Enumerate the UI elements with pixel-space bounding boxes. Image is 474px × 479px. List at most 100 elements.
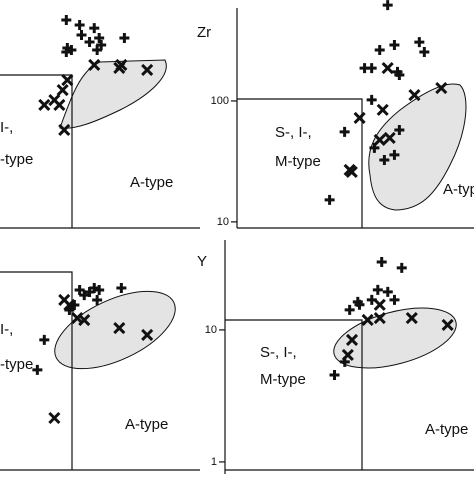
plus-marker (394, 125, 405, 136)
y-axis-label: Zr (197, 24, 211, 41)
plus-marker (84, 37, 95, 48)
plus-marker (89, 23, 100, 34)
cross-marker (141, 63, 154, 77)
series (324, 0, 430, 205)
series (341, 298, 454, 361)
cross-marker (56, 83, 69, 97)
plus-marker (372, 284, 383, 295)
plus-marker (379, 154, 390, 165)
plus-marker (92, 45, 103, 56)
field-label: -type (0, 356, 33, 373)
plus-marker (339, 126, 350, 137)
plus-marker (79, 290, 90, 301)
field-label: A-type (125, 416, 168, 433)
plus-marker (94, 284, 105, 295)
plus-marker (389, 40, 400, 51)
cross-marker (113, 321, 126, 335)
plus-marker (382, 0, 393, 11)
plus-marker (366, 94, 377, 105)
plus-marker (382, 286, 393, 297)
plus-marker (329, 369, 340, 380)
plus-marker (376, 257, 387, 268)
cross-marker (373, 298, 386, 311)
plus-marker (394, 69, 405, 80)
cross-marker (383, 131, 396, 144)
plus-marker (94, 33, 105, 44)
cross-marker (61, 73, 74, 87)
y-tick-label: 10 (205, 324, 217, 336)
cross-marker (441, 318, 454, 332)
plus-marker (74, 284, 85, 295)
field-label: -type (0, 151, 33, 168)
field-label: S-, I-, (260, 344, 297, 361)
plus-marker (66, 45, 77, 56)
series (32, 283, 127, 375)
cross-marker (115, 58, 128, 71)
field-label: A-type (443, 181, 474, 198)
plus-marker (74, 20, 85, 31)
axes (0, 8, 474, 474)
field-label: I-, (0, 119, 13, 136)
plus-marker (366, 63, 377, 74)
series (38, 58, 154, 136)
cross-marker (376, 103, 389, 116)
cross-marker (53, 98, 66, 111)
field-label: S-, I-, (275, 124, 312, 141)
cross-marker (405, 311, 418, 325)
cross-marker (345, 165, 358, 178)
cross-marker (141, 328, 154, 342)
plus-marker (414, 37, 425, 48)
plus-marker (396, 262, 407, 273)
plus-marker (389, 149, 400, 160)
plus-marker (119, 33, 130, 44)
series (48, 293, 154, 425)
boundary-line (0, 271, 73, 470)
y-tick-label: 10 (217, 216, 229, 228)
cross-marker (341, 348, 354, 361)
plus-marker (96, 39, 107, 50)
cross-marker (435, 81, 448, 95)
plus-marker (92, 294, 103, 305)
cross-marker (373, 311, 386, 325)
cross-marker (408, 88, 421, 102)
field-label: A-type (425, 421, 468, 438)
plus-marker (374, 44, 385, 55)
cross-marker (48, 411, 61, 425)
cross-marker (38, 98, 51, 111)
cross-marker (78, 313, 91, 327)
boundary-line (237, 98, 363, 228)
cross-marker (345, 333, 359, 346)
boundary-line (225, 319, 363, 470)
plus-marker (32, 364, 43, 375)
a-type-field (59, 59, 167, 129)
series (61, 14, 130, 58)
cross-marker (361, 313, 374, 327)
y-tick-label: 1 (211, 456, 217, 468)
cross-marker (381, 62, 394, 75)
series (343, 62, 448, 178)
plus-marker (61, 14, 72, 25)
cross-marker (353, 111, 366, 124)
cross-marker (373, 133, 386, 147)
plus-marker (76, 29, 87, 40)
field-label: M-type (260, 371, 306, 388)
series (329, 257, 407, 380)
field-label: I-, (0, 321, 13, 338)
cross-marker (58, 123, 71, 136)
field-label: M-type (275, 153, 321, 170)
fields (54, 59, 467, 370)
plus-marker (39, 334, 50, 345)
cross-marker (63, 298, 76, 312)
a-type-field (368, 83, 467, 211)
cross-marker (88, 58, 101, 71)
plus-marker (352, 296, 363, 307)
plus-marker (389, 294, 400, 305)
y-axis-label: Y (197, 253, 207, 270)
field-label: A-type (130, 174, 173, 191)
plus-marker (419, 47, 430, 58)
a-type-field (54, 290, 176, 370)
y-tick-label: 100 (211, 95, 229, 107)
plus-marker (116, 283, 127, 294)
